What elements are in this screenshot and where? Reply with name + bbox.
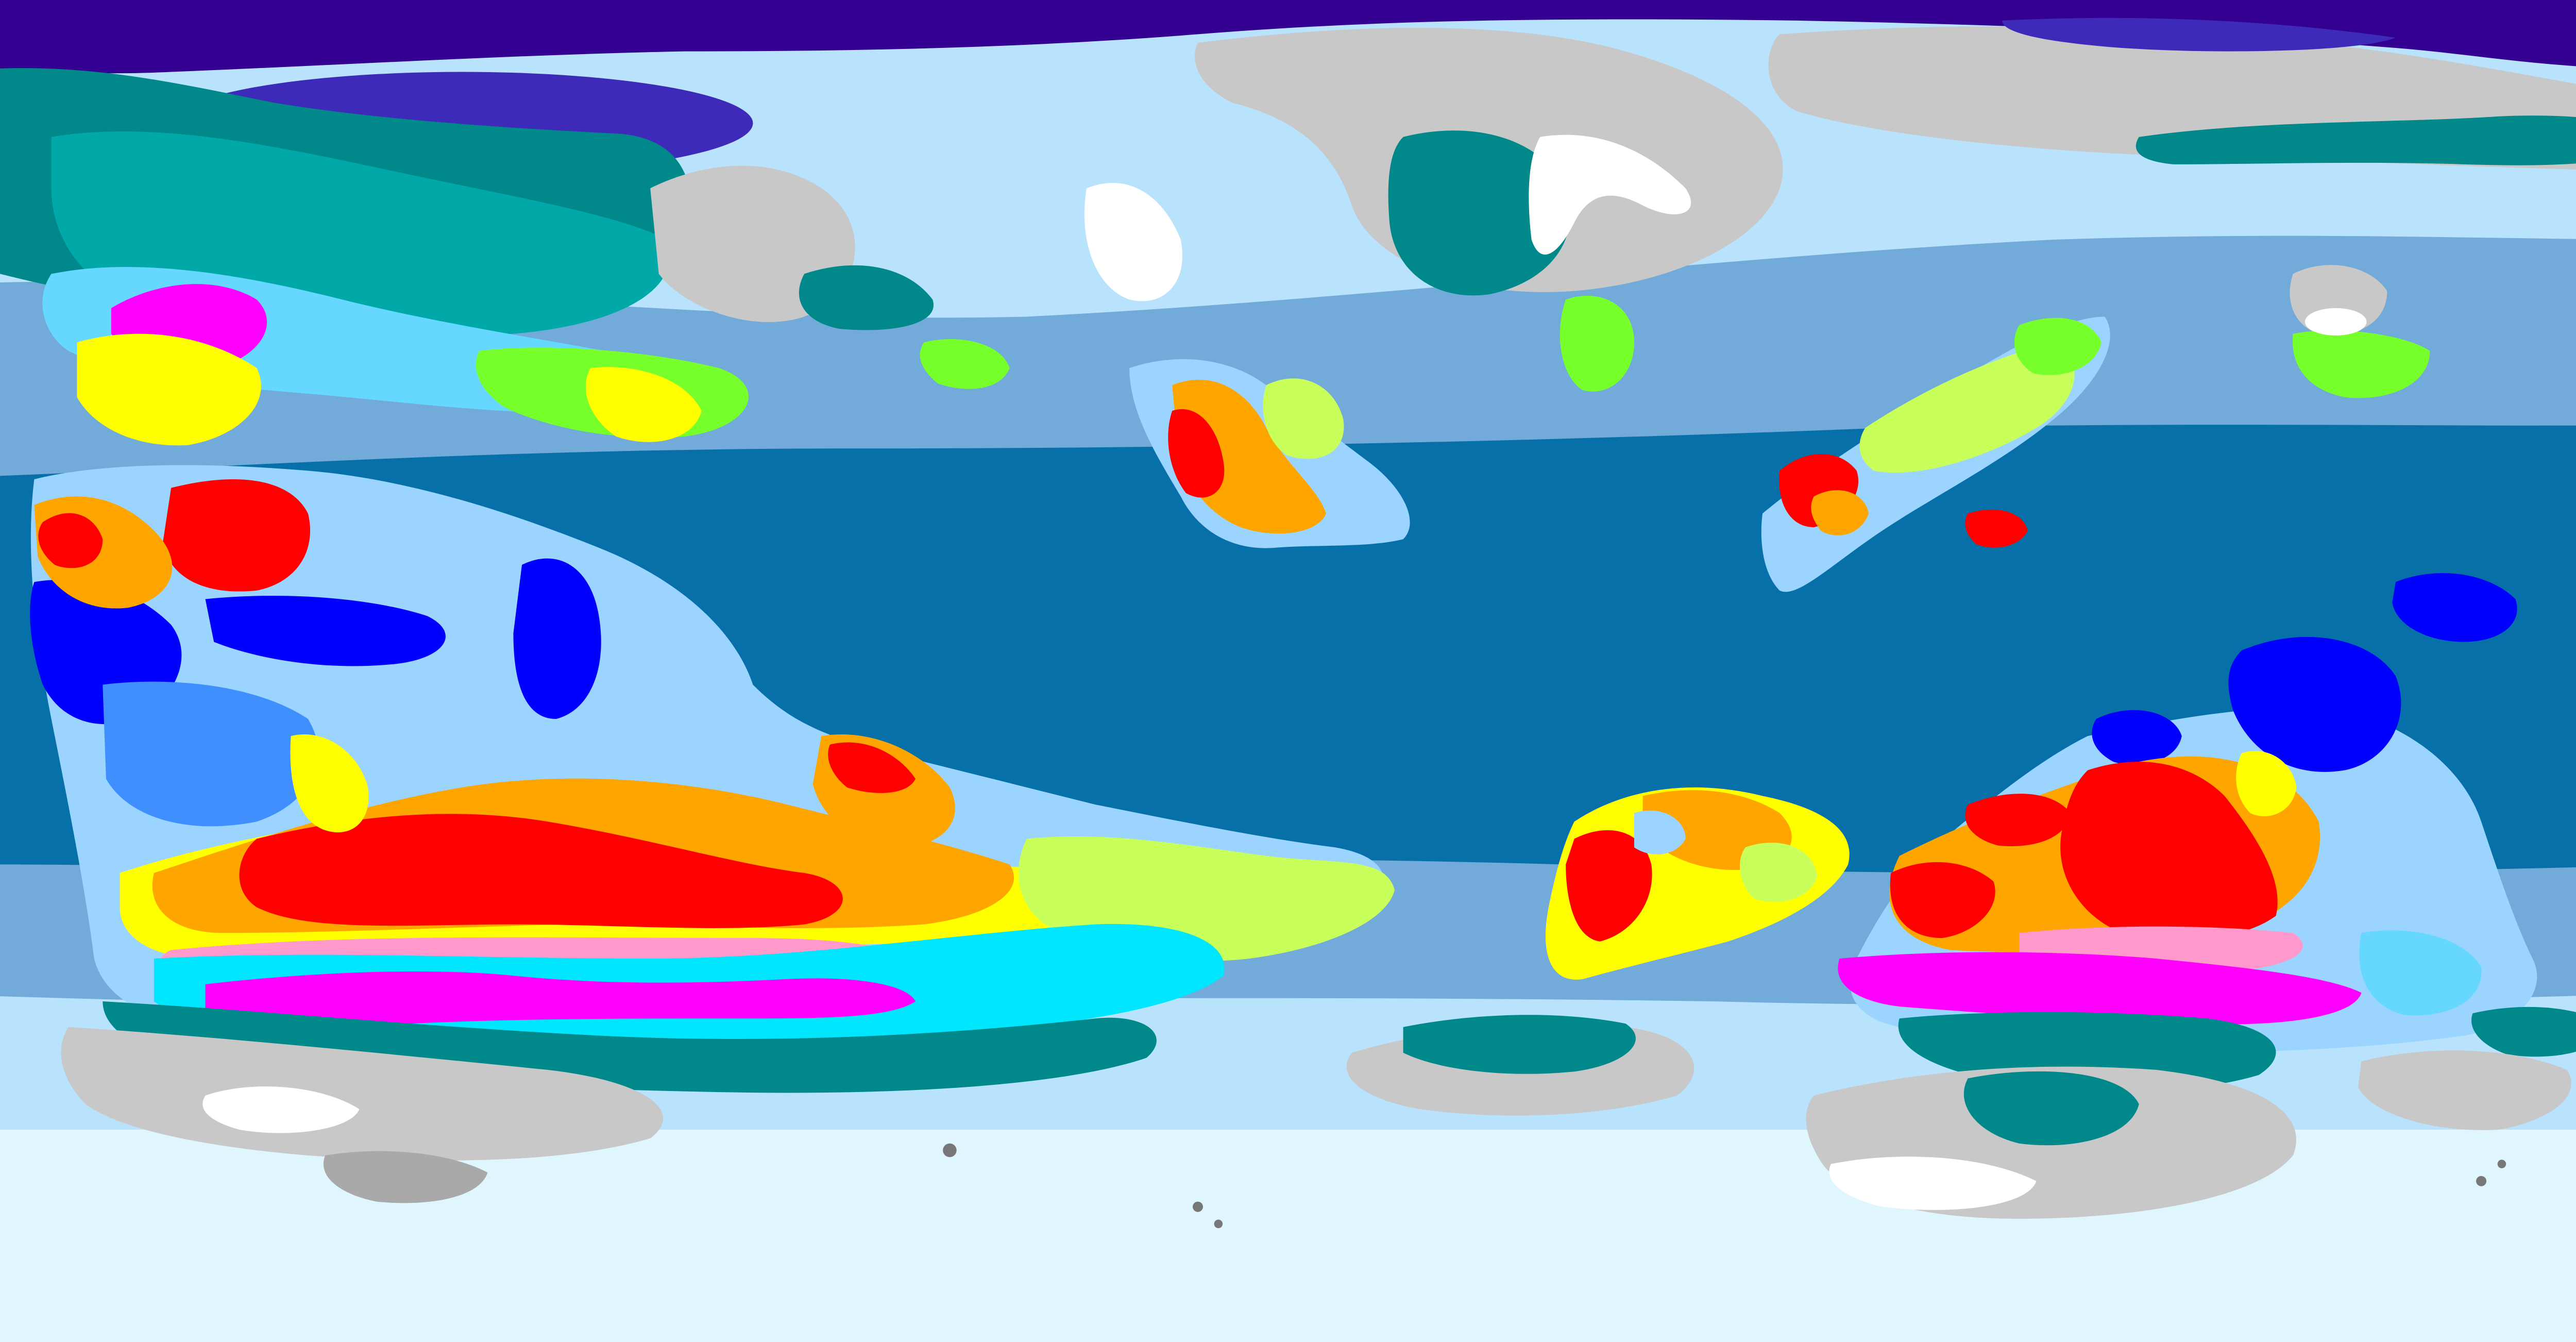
wc-red-northwest: [38, 513, 103, 568]
north-west-white: [1084, 182, 1183, 301]
central-island: [1129, 295, 1634, 548]
ci-lime: [1263, 378, 1344, 459]
nw-yellow: [77, 333, 261, 446]
nw-yellow-2: [585, 367, 702, 442]
ec-desert-north: [1965, 794, 2071, 847]
nei-north-tip-green: [2292, 330, 2430, 398]
north-central-ice: [1529, 135, 1691, 255]
north-mid-teal: [799, 265, 934, 330]
south-teal-mid: [1403, 1015, 1636, 1074]
sc-lightblue: [1634, 810, 1686, 854]
south-tundra-west: [61, 1027, 664, 1161]
southern-lands: [61, 1015, 2571, 1219]
ec-desert-west: [1890, 862, 1995, 938]
ec-teal-southeast: [2471, 1006, 2576, 1057]
south-tundra-far-east: [2358, 1050, 2571, 1130]
sc-red-west: [1566, 830, 1652, 942]
wc-desert-core: [239, 814, 843, 928]
nei-orange: [1811, 490, 1869, 535]
north-west-continent: [42, 267, 1010, 446]
wc-rainforest-column: [513, 558, 601, 719]
south-tundra-west-dark: [323, 1151, 488, 1203]
island-speck: [943, 1143, 957, 1158]
wc-red-east: [828, 742, 916, 793]
ec-magenta: [1838, 952, 2362, 1025]
eastern-continent: [1838, 573, 2576, 1092]
ec-rainforest-ne: [2392, 573, 2517, 642]
island-speck: [2476, 1176, 2487, 1186]
island-speck: [2497, 1160, 2506, 1168]
south-teal-east: [1963, 1071, 2139, 1146]
sc-lime: [1739, 843, 1818, 902]
nei-north-tip-ice: [2304, 308, 2367, 336]
wc-yellow-inner: [290, 734, 369, 833]
nw-green-small: [920, 339, 1010, 389]
north-east-upper-band: [2002, 18, 2396, 52]
polar-cap-north: [0, 0, 2576, 74]
wc-magenta-band: [205, 971, 916, 1025]
ci-red: [1168, 409, 1225, 498]
ec-rainforest-west: [2092, 710, 2182, 765]
nei-green: [2014, 317, 2102, 375]
ec-yellow: [2236, 751, 2297, 816]
island-speck: [1214, 1219, 1223, 1229]
south-ice-west: [202, 1086, 360, 1133]
island-speck: [1193, 1201, 1203, 1212]
ec-desert: [2060, 762, 2278, 940]
wc-monsoon: [103, 681, 318, 827]
north-central-teal: [1388, 130, 1570, 296]
volcanic-islands: [943, 1143, 2506, 1229]
wc-rainforest-north: [205, 595, 446, 666]
south-ice-east: [1829, 1156, 2037, 1210]
south-central-continent: [1545, 787, 1850, 980]
western-continent: [30, 465, 1395, 1093]
ec-cyan: [2359, 930, 2482, 1016]
nei-lime: [1859, 342, 2075, 473]
north-east-island: [1761, 265, 2430, 592]
nei-red-small: [1965, 509, 2028, 548]
wc-desert-north: [162, 479, 311, 592]
ci-green: [1560, 295, 1634, 392]
ec-rainforest-north: [2228, 636, 2401, 772]
north-east-teal: [2136, 115, 2576, 165]
